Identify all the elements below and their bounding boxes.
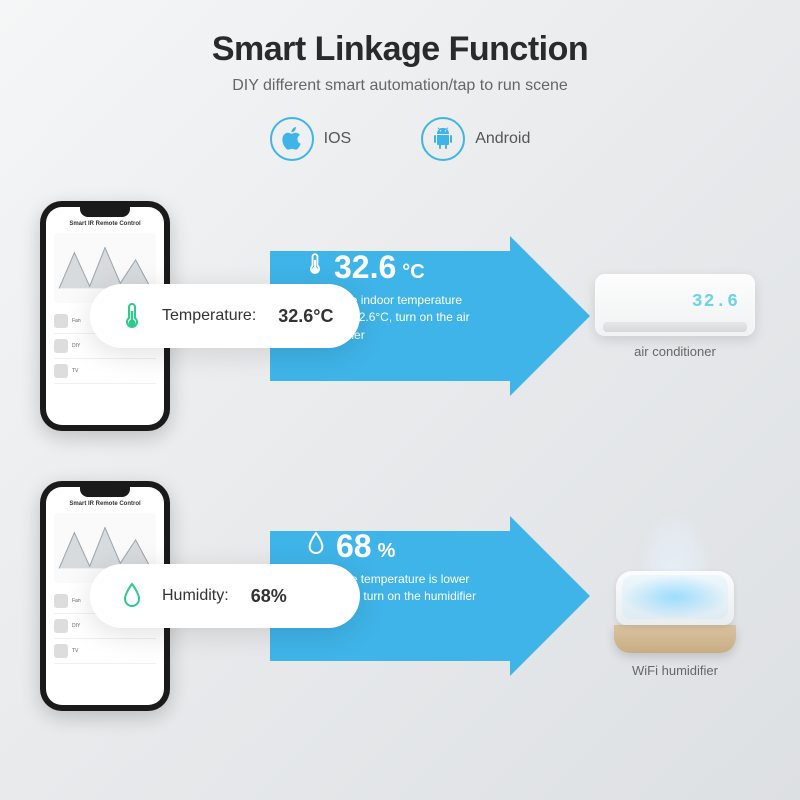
apple-icon (270, 117, 314, 161)
callout-value: 32.6°C (278, 306, 333, 327)
metric-value: 68 (336, 530, 372, 562)
metric-unit: °C (402, 261, 424, 284)
droplet-icon (116, 580, 148, 612)
callout-temperature: Temperature: 32.6°C (90, 284, 360, 348)
infographic-container: Smart Linkage Function DIY different sma… (0, 0, 800, 781)
callout-humidity: Humidity: 68% (90, 564, 360, 628)
callout-label: Humidity: (162, 587, 229, 605)
android-icon (421, 117, 465, 161)
droplet-icon (306, 531, 326, 562)
page-subtitle: DIY different smart automation/tap to ru… (40, 77, 760, 95)
list-item: TV (54, 639, 156, 664)
platform-android-label: Android (475, 130, 530, 148)
thermometer-icon (116, 300, 148, 332)
device-humidifier: WiFi humidifier (590, 515, 760, 678)
platform-ios: IOS (270, 117, 352, 161)
scenario-row-humidity: Smart IR Remote Control Fan DIY TV (40, 481, 760, 711)
device-ac: 32.6 air conditioner (590, 274, 760, 359)
device-label: air conditioner (634, 344, 716, 359)
platform-ios-label: IOS (324, 130, 352, 148)
humidifier-icon (610, 515, 740, 655)
ac-display-value: 32.6 (692, 292, 739, 312)
metric-unit: % (378, 540, 396, 563)
callout-label: Temperature: (162, 307, 256, 325)
list-item: TV (54, 359, 156, 384)
scenario-row-temperature: Smart IR Remote Control Fan DIY TV (40, 201, 760, 431)
platform-row: IOS Android (40, 117, 760, 161)
platform-android: Android (421, 117, 530, 161)
metric-value: 32.6 (334, 251, 396, 283)
thermometer-icon (306, 250, 324, 283)
device-label: WiFi humidifier (632, 663, 718, 678)
page-title: Smart Linkage Function (40, 30, 760, 69)
air-conditioner-icon: 32.6 (595, 274, 755, 336)
callout-value: 68% (251, 586, 287, 607)
